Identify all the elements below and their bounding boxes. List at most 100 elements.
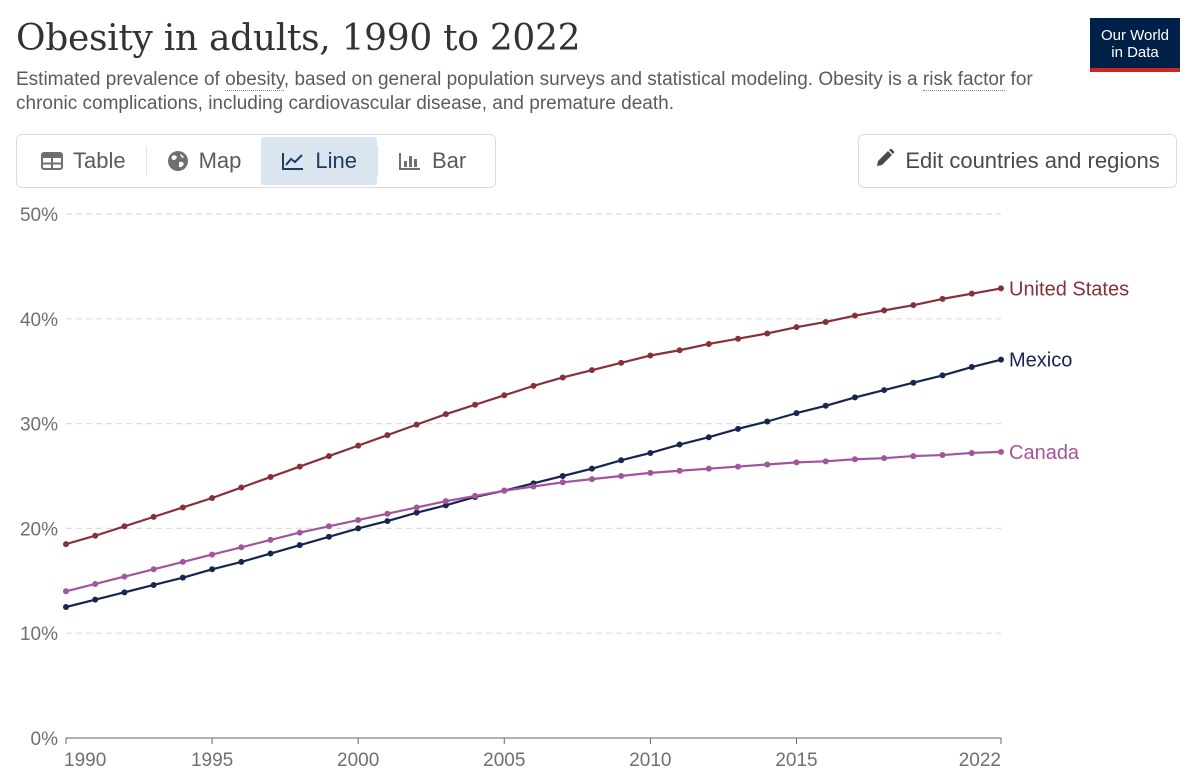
data-point-united-states[interactable] bbox=[676, 347, 683, 354]
data-point-mexico[interactable] bbox=[676, 441, 683, 448]
data-point-canada[interactable] bbox=[939, 452, 946, 459]
data-point-canada[interactable] bbox=[150, 566, 157, 573]
data-point-canada[interactable] bbox=[735, 463, 742, 470]
data-point-mexico[interactable] bbox=[647, 449, 654, 456]
data-point-mexico[interactable] bbox=[910, 379, 917, 386]
tab-bar[interactable]: Bar bbox=[378, 137, 486, 185]
data-point-canada[interactable] bbox=[618, 473, 625, 479]
data-point-united-states[interactable] bbox=[530, 382, 537, 389]
data-point-mexico[interactable] bbox=[63, 604, 69, 610]
data-point-united-states[interactable] bbox=[910, 302, 917, 309]
series-label-mexico[interactable]: Mexico bbox=[1009, 350, 1072, 372]
data-point-united-states[interactable] bbox=[209, 495, 216, 502]
data-point-united-states[interactable] bbox=[384, 432, 391, 439]
data-point-canada[interactable] bbox=[442, 498, 449, 505]
data-point-mexico[interactable] bbox=[92, 596, 99, 603]
data-point-mexico[interactable] bbox=[559, 473, 566, 479]
data-point-canada[interactable] bbox=[647, 469, 654, 476]
data-point-mexico[interactable] bbox=[851, 394, 858, 401]
data-point-canada[interactable] bbox=[764, 461, 771, 468]
data-point-united-states[interactable] bbox=[238, 484, 245, 491]
data-point-mexico[interactable] bbox=[764, 418, 771, 425]
data-point-mexico[interactable] bbox=[793, 410, 800, 417]
data-point-canada[interactable] bbox=[384, 510, 391, 517]
data-point-united-states[interactable] bbox=[559, 374, 566, 381]
owid-logo[interactable]: Our World in Data bbox=[1090, 18, 1180, 72]
data-point-united-states[interactable] bbox=[179, 504, 186, 511]
data-point-united-states[interactable] bbox=[705, 340, 712, 347]
data-point-united-states[interactable] bbox=[121, 523, 128, 530]
data-point-canada[interactable] bbox=[793, 459, 800, 466]
data-point-canada[interactable] bbox=[179, 558, 186, 565]
data-point-mexico[interactable] bbox=[881, 387, 888, 394]
data-point-canada[interactable] bbox=[501, 487, 508, 494]
data-point-united-states[interactable] bbox=[355, 442, 362, 449]
data-point-mexico[interactable] bbox=[968, 364, 975, 371]
data-point-mexico[interactable] bbox=[998, 356, 1004, 363]
data-point-canada[interactable] bbox=[209, 551, 216, 558]
data-point-canada[interactable] bbox=[822, 458, 829, 465]
data-point-united-states[interactable] bbox=[998, 285, 1004, 292]
data-point-united-states[interactable] bbox=[413, 421, 420, 428]
data-point-united-states[interactable] bbox=[92, 532, 99, 539]
data-point-canada[interactable] bbox=[559, 479, 566, 486]
data-point-mexico[interactable] bbox=[735, 425, 742, 432]
data-point-canada[interactable] bbox=[325, 523, 332, 530]
obesity-link[interactable]: obesity bbox=[225, 69, 284, 91]
data-point-united-states[interactable] bbox=[296, 463, 303, 470]
tab-line[interactable]: Line bbox=[261, 137, 377, 185]
data-point-canada[interactable] bbox=[851, 456, 858, 463]
data-point-united-states[interactable] bbox=[939, 295, 946, 302]
tab-map[interactable]: Map bbox=[147, 137, 262, 185]
tab-table[interactable]: Table bbox=[21, 137, 146, 185]
data-point-canada[interactable] bbox=[355, 517, 362, 524]
data-point-united-states[interactable] bbox=[881, 307, 888, 314]
data-point-united-states[interactable] bbox=[618, 359, 625, 366]
data-point-united-states[interactable] bbox=[647, 352, 654, 359]
risk-factor-link[interactable]: risk factor bbox=[922, 69, 1006, 91]
data-point-mexico[interactable] bbox=[618, 457, 625, 464]
data-point-united-states[interactable] bbox=[150, 513, 157, 520]
data-point-mexico[interactable] bbox=[355, 525, 362, 532]
series-label-united-states[interactable]: United States bbox=[1009, 278, 1129, 300]
data-point-canada[interactable] bbox=[998, 448, 1004, 455]
data-point-united-states[interactable] bbox=[851, 312, 858, 319]
series-line-united-states[interactable] bbox=[65, 287, 1002, 546]
data-point-mexico[interactable] bbox=[121, 589, 128, 596]
data-point-united-states[interactable] bbox=[325, 453, 332, 460]
data-point-united-states[interactable] bbox=[588, 367, 595, 374]
series-label-canada[interactable]: Canada bbox=[1009, 442, 1080, 464]
data-point-mexico[interactable] bbox=[150, 581, 157, 588]
data-point-mexico[interactable] bbox=[705, 434, 712, 441]
data-point-canada[interactable] bbox=[588, 476, 595, 483]
data-point-canada[interactable] bbox=[472, 492, 479, 499]
data-point-canada[interactable] bbox=[676, 467, 683, 474]
data-point-mexico[interactable] bbox=[822, 402, 829, 409]
data-point-canada[interactable] bbox=[267, 536, 274, 543]
data-point-united-states[interactable] bbox=[267, 474, 274, 481]
data-point-united-states[interactable] bbox=[764, 330, 771, 337]
data-point-mexico[interactable] bbox=[413, 509, 420, 516]
data-point-mexico[interactable] bbox=[296, 542, 303, 549]
data-point-canada[interactable] bbox=[910, 453, 917, 460]
data-point-united-states[interactable] bbox=[63, 541, 69, 548]
data-point-canada[interactable] bbox=[705, 465, 712, 472]
data-point-mexico[interactable] bbox=[238, 558, 245, 565]
data-point-canada[interactable] bbox=[121, 573, 128, 580]
data-point-canada[interactable] bbox=[413, 504, 420, 511]
data-point-canada[interactable] bbox=[530, 483, 537, 490]
edit-countries-button[interactable]: Edit countries and regions bbox=[858, 134, 1177, 188]
data-point-united-states[interactable] bbox=[822, 318, 829, 325]
data-point-mexico[interactable] bbox=[267, 550, 274, 557]
data-point-canada[interactable] bbox=[881, 455, 888, 462]
data-point-united-states[interactable] bbox=[501, 392, 508, 399]
data-point-united-states[interactable] bbox=[472, 401, 479, 408]
data-point-mexico[interactable] bbox=[442, 502, 449, 509]
data-point-canada[interactable] bbox=[238, 544, 245, 551]
data-point-united-states[interactable] bbox=[735, 335, 742, 342]
data-point-mexico[interactable] bbox=[209, 566, 216, 573]
data-point-canada[interactable] bbox=[968, 449, 975, 456]
data-point-mexico[interactable] bbox=[325, 533, 332, 540]
data-point-united-states[interactable] bbox=[442, 411, 449, 418]
data-point-canada[interactable] bbox=[92, 580, 99, 587]
